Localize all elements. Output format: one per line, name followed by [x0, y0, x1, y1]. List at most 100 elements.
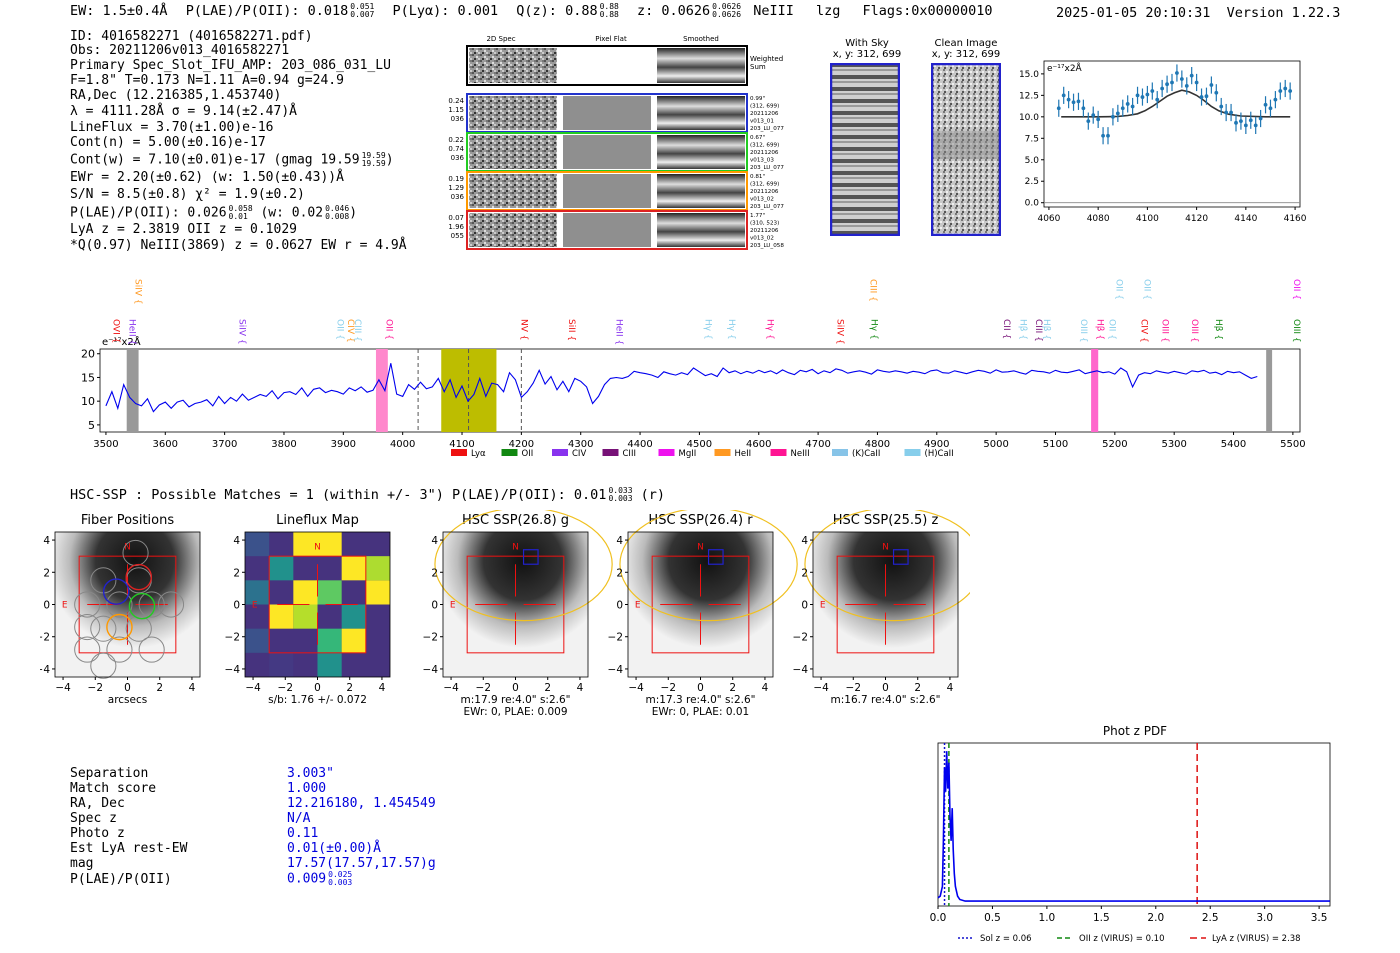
full-legend-label: CIV [572, 449, 586, 459]
hsc-xtick-label: −2 [88, 682, 103, 694]
lineflux-cell [269, 604, 294, 629]
full-line-label: OIII { [1078, 319, 1088, 343]
full-line-label: Hγ { [765, 319, 775, 340]
with-sky-image [830, 63, 900, 236]
hsc-ytick-label: 0 [801, 600, 808, 612]
spec2d-row-2d [469, 96, 557, 130]
spec2d-weighted-label2: Sum [750, 63, 766, 71]
lineflux-cell [293, 604, 318, 629]
zoom-ytick-label: 15.0 [1019, 70, 1039, 80]
zoom-point [1071, 100, 1076, 105]
hsc-ytick-label: 2 [43, 567, 50, 579]
full-xtick-label: 4100 [449, 439, 474, 450]
hsc-ytick-label: −4 [793, 664, 809, 676]
spec2d-row-left-label: 036 [451, 193, 465, 201]
fiber-circle [138, 591, 165, 618]
spec2d-row-pixelflat [563, 213, 651, 247]
full-xtick-label: 4200 [509, 439, 534, 450]
full-legend-label: OII [522, 449, 534, 459]
clean-image [931, 63, 1001, 236]
full-xtick-label: 4000 [390, 439, 415, 450]
hsc-aperture-box [836, 555, 935, 654]
photz-legend-label: LyA z (VIRUS) = 2.38 [1212, 934, 1301, 944]
zoom-point [1248, 118, 1253, 123]
zoom-point [1106, 133, 1110, 138]
hsc-ytick-label: 4 [801, 535, 808, 547]
spec2d-row-left-label: 0.24 [448, 97, 464, 105]
spec2d-row-left-label: 0.07 [448, 214, 464, 222]
zoom-point [1209, 83, 1214, 87]
full-legend-label: (K)CaII [852, 449, 880, 459]
full-legend-swatch [451, 449, 467, 456]
full-legend-label: CIII [623, 449, 636, 459]
info-contw-text: Cont(w) = 7.10(±0.01)e-17 (gmag 19.59 [70, 152, 360, 168]
info-sn: S/N = 8.5(±0.8) χ² = 1.9(±0.2) [70, 187, 305, 202]
fiber-circle-blue [102, 578, 130, 605]
lineflux-cell [365, 556, 390, 581]
zoom-point [1155, 97, 1160, 102]
match-label: Est LyA rest-EW [70, 841, 188, 856]
info-plae-text: P(LAE)/P(OII): 0.026 [70, 205, 227, 221]
full-xtick-label: 5100 [1043, 439, 1068, 450]
spec2d-row-right-label: v013_02 [750, 236, 774, 242]
full-spectrum-line [105, 363, 1258, 413]
full-shade-line-region [441, 349, 497, 432]
spec2d-row-2d [469, 135, 557, 169]
full-line-label: SiIV { [835, 319, 845, 345]
full-xtick-label: 4400 [627, 439, 652, 450]
lineflux-cell [269, 652, 294, 677]
header-z-hi: 0.0626 [712, 2, 742, 11]
hsc-panel: HSC SSP(26.8) g N E −4 −4 −2 −2 0 0 2 2 4 4 m:17.9 re… [423, 510, 613, 718]
match-value: 0.009 0.025 0.003 [287, 870, 353, 887]
clean-frame [931, 63, 1001, 236]
hsc-ytick-label: 4 [431, 535, 438, 547]
info-q: *Q(0.97) NeIII(3869) z = 0.0627 EW r = 4… [70, 238, 407, 253]
hsc-header-suffix: (r) [640, 487, 666, 503]
info-id: ID: 4016582271 (4016582271.pdf) [70, 29, 313, 44]
hsc-xtick-label: 4 [379, 682, 386, 694]
zoom-point [1076, 99, 1081, 104]
hsc-xtick-label: −4 [245, 682, 261, 694]
match-label: Spec z [70, 811, 117, 826]
zoom-point [1199, 95, 1204, 99]
full-xtick-label: 5300 [1161, 439, 1186, 450]
match-row: Separation 3.003" [70, 766, 436, 781]
spec2d-row-right-label: 203_LU_058 [750, 243, 784, 249]
lineflux-cell [293, 532, 318, 557]
match-label: Match score [70, 781, 157, 796]
full-xtick-label: 5400 [1221, 439, 1246, 450]
spec2d-row-right-label: 0.99" [750, 96, 765, 102]
full-legend-swatch [658, 449, 675, 456]
info-contw: Cont(w) = 7.10(±0.01)e-17 (gmag 19.59 19.… [70, 151, 394, 168]
info-lya: LyA z = 2.3819 OII z = 0.1029 [70, 222, 297, 237]
zoom-xtick-label: 4120 [1185, 214, 1208, 224]
hsc-header: HSC-SSP : Possible Matches = 1 (within +… [70, 486, 666, 504]
spec2d-row-left-label: 1.29 [448, 184, 464, 192]
hsc-xtick-label: 2 [346, 682, 353, 694]
zoom-point [1130, 104, 1135, 109]
zoom-point [1214, 90, 1219, 95]
zoom-point [1091, 113, 1096, 118]
hsc-header-hi: 0.033 [608, 486, 633, 495]
hsc-ytick-label: −2 [793, 632, 808, 644]
zoom-ytick-label: 7.5 [1025, 134, 1039, 144]
full-line-label: SiIV { [133, 279, 143, 305]
spec2d-row-left-label: 0.19 [448, 175, 464, 183]
spec2d-row-right-label: (310, 523) [750, 221, 779, 227]
hsc-aperture-box [268, 555, 367, 654]
spec2d-row-left-label: 036 [451, 115, 465, 123]
header-line: EW: 1.5±0.4Å P(LAE)/P(OII): 0.018 0.051 0.… [70, 2, 993, 20]
match-value-bounds: 0.025 0.003 [328, 871, 352, 887]
hsc-xtick-label: 0 [882, 682, 889, 694]
full-line-label: NV { [518, 319, 528, 340]
hsc-ytick-label: 4 [233, 535, 240, 547]
with-sky-fill [832, 65, 898, 234]
hsc-match-ellipse [434, 510, 613, 622]
info-primary: Primary Spec_Slot_IFU_AMP: 203_086_031_L… [70, 58, 391, 73]
full-spectrum-chart: 5 10 15 20 e⁻¹⁷x2Å 3500 3600 3700 3800 3900 4000 41… [81, 279, 1306, 459]
hsc-ytick-label: −4 [40, 664, 50, 676]
spec2d-row-left-label: 055 [451, 232, 464, 240]
zoom-ytick-label: 5.0 [1025, 156, 1040, 166]
hsc-image [55, 532, 200, 677]
full-ytick-label: 20 [81, 348, 95, 361]
